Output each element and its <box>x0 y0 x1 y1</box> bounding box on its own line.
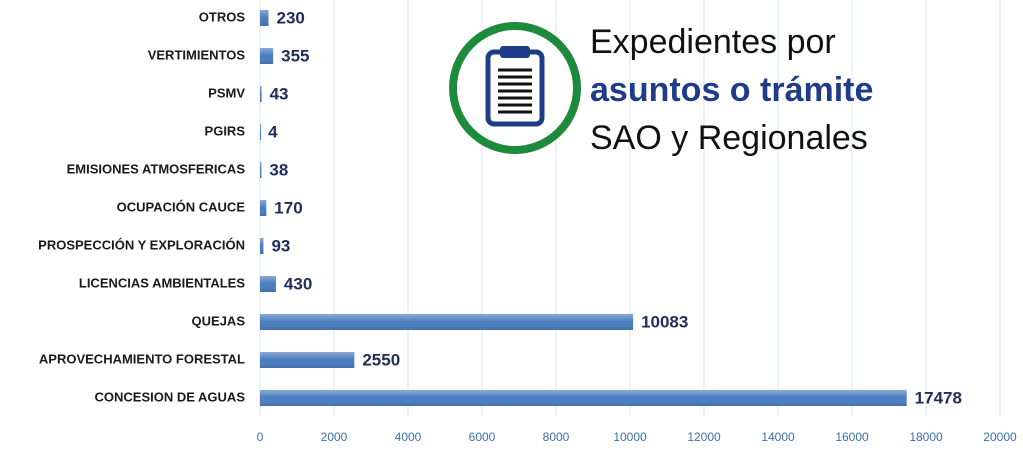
bar-shade <box>260 200 267 216</box>
x-tick-label: 14000 <box>761 430 795 444</box>
value-label: 430 <box>284 274 312 293</box>
y-tick-label: LICENCIAS AMBIENTALES <box>79 275 245 290</box>
bar-shade <box>260 86 262 102</box>
bar-shade <box>260 162 262 178</box>
title-line: SAO y Regionales <box>590 119 868 157</box>
y-tick-label: OTROS <box>199 9 246 24</box>
value-label: 93 <box>271 236 290 255</box>
value-label: 4 <box>268 122 278 141</box>
x-tick-label: 12000 <box>687 430 721 444</box>
bar-shade <box>260 314 634 330</box>
grid <box>259 0 1001 416</box>
x-tick-label: 16000 <box>835 430 869 444</box>
value-label: 2550 <box>362 350 400 369</box>
y-tick-label: EMISIONES ATMOSFERICAS <box>67 161 246 176</box>
y-tick-label: PSMV <box>208 85 245 100</box>
y-tick-label: QUEJAS <box>192 313 246 328</box>
bar-shade <box>260 238 264 254</box>
x-tick-label: 0 <box>257 430 264 444</box>
title-line: asuntos o trámite <box>590 71 873 109</box>
y-tick-label: CONCESION DE AGUAS <box>95 389 246 404</box>
value-label: 355 <box>281 46 309 65</box>
bar-shade <box>260 276 276 292</box>
x-tick-label: 2000 <box>321 430 348 444</box>
y-tick-label: OCUPACIÓN CAUCE <box>117 199 246 214</box>
bars <box>260 10 907 406</box>
value-label: 10083 <box>641 312 688 331</box>
value-label: 17478 <box>915 388 962 407</box>
x-tick-label: 20000 <box>983 430 1017 444</box>
bar-shade <box>260 48 274 64</box>
y-tick-label: APROVECHAMIENTO FORESTAL <box>39 351 245 366</box>
value-label: 38 <box>269 160 288 179</box>
bar-shade <box>260 390 907 406</box>
bar-shade <box>260 124 261 140</box>
y-tick-label: VERTIMIENTOS <box>148 47 246 62</box>
x-tick-label: 8000 <box>543 430 570 444</box>
value-label: 170 <box>274 198 302 217</box>
bar-shade <box>260 10 269 26</box>
icon <box>449 22 581 154</box>
y-tick-label: PROSPECCIÓN Y EXPLORACIÓN <box>38 237 245 252</box>
title-line: Expedientes por <box>590 23 836 61</box>
value-label: 230 <box>277 8 305 27</box>
y-tick-label: PGIRS <box>205 123 246 138</box>
x-tick-label: 4000 <box>395 430 422 444</box>
x-tick-label: 6000 <box>469 430 496 444</box>
x-tick-label: 18000 <box>909 430 943 444</box>
bar-shade <box>260 352 355 368</box>
x-tick-label: 10000 <box>613 430 647 444</box>
value-label: 43 <box>270 84 289 103</box>
